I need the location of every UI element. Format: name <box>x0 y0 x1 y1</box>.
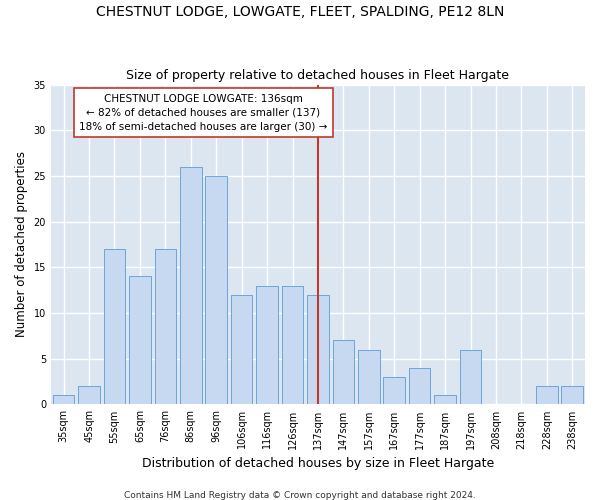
Y-axis label: Number of detached properties: Number of detached properties <box>15 152 28 338</box>
Text: Contains HM Land Registry data © Crown copyright and database right 2024.: Contains HM Land Registry data © Crown c… <box>124 490 476 500</box>
Bar <box>180 167 202 404</box>
Bar <box>383 377 405 404</box>
Bar <box>409 368 430 405</box>
Bar <box>536 386 557 404</box>
Bar <box>256 286 278 405</box>
Bar <box>307 295 329 405</box>
Title: Size of property relative to detached houses in Fleet Hargate: Size of property relative to detached ho… <box>127 69 509 82</box>
Text: CHESTNUT LODGE, LOWGATE, FLEET, SPALDING, PE12 8LN: CHESTNUT LODGE, LOWGATE, FLEET, SPALDING… <box>96 5 504 19</box>
Bar <box>282 286 304 405</box>
Bar <box>78 386 100 404</box>
Text: CHESTNUT LODGE LOWGATE: 136sqm
← 82% of detached houses are smaller (137)
18% of: CHESTNUT LODGE LOWGATE: 136sqm ← 82% of … <box>79 94 328 132</box>
Bar <box>460 350 481 405</box>
X-axis label: Distribution of detached houses by size in Fleet Hargate: Distribution of detached houses by size … <box>142 457 494 470</box>
Bar <box>155 249 176 404</box>
Bar <box>205 176 227 404</box>
Bar <box>332 340 354 404</box>
Bar <box>231 295 253 405</box>
Bar <box>53 396 74 404</box>
Bar <box>104 249 125 404</box>
Bar <box>358 350 380 405</box>
Bar <box>434 396 456 404</box>
Bar <box>562 386 583 404</box>
Bar <box>129 276 151 404</box>
